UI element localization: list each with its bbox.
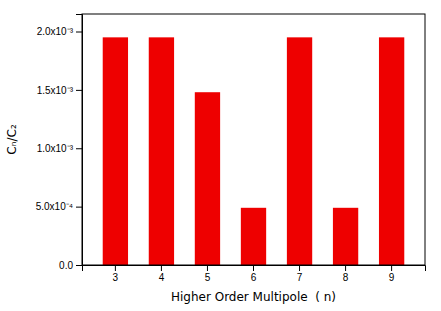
bar	[287, 37, 312, 265]
tick: 2.0x10⁻³	[37, 26, 82, 37]
tick-label: 4	[159, 272, 165, 283]
tick: 9	[389, 265, 395, 283]
tick-mark	[207, 265, 208, 271]
tick: 7	[297, 265, 303, 283]
tick-mark	[299, 265, 300, 271]
tick: 5.0x10⁻⁴	[36, 201, 82, 212]
tick: 1.0x10⁻³	[37, 143, 82, 154]
bar	[195, 92, 220, 265]
tick: 4	[159, 265, 165, 283]
tick-mark	[345, 265, 346, 271]
y-axis-title: Cₙ/C₂	[5, 124, 19, 155]
tick-mark	[391, 265, 392, 271]
x-axis-title: Higher Order Multipole ( n)	[171, 290, 336, 304]
tick-label: 5	[205, 272, 211, 283]
axis-line	[76, 15, 83, 266]
axis-line	[83, 266, 426, 272]
tick-label: 3	[113, 272, 119, 283]
tick-mark	[76, 207, 82, 208]
tick: 1.5x10⁻³	[37, 85, 82, 96]
tick: 3	[113, 265, 119, 283]
x-axis: 3 4 5 6 7 8 9	[83, 265, 426, 283]
tick-label: 7	[297, 272, 303, 283]
tick-mark	[161, 265, 162, 271]
tick-mark	[253, 265, 254, 271]
tick: 0.0	[59, 260, 82, 271]
tick: 6	[251, 265, 257, 283]
tick-label: 6	[251, 272, 257, 283]
tick: 8	[343, 265, 349, 283]
bar	[149, 37, 174, 265]
tick-mark	[76, 265, 82, 266]
tick-label: 9	[389, 272, 395, 283]
tick-mark	[76, 148, 82, 149]
bar	[379, 37, 404, 265]
bars	[103, 37, 405, 265]
tick-label: 1.0x10⁻³	[37, 143, 74, 154]
bar	[333, 208, 358, 265]
chart: 3 4 5 6 7 8 9 0.0 5.0x10⁻⁴ 1.0x10⁻³ 1.5x10⁻³ 2.0x10…	[0, 0, 441, 311]
y-axis: 0.0 5.0x10⁻⁴ 1.0x10⁻³ 1.5x10⁻³ 2.0x10⁻³	[36, 15, 83, 271]
bar	[241, 208, 266, 265]
plot-frame	[82, 14, 425, 265]
tick-label: 1.5x10⁻³	[37, 85, 74, 96]
tick-label: 0.0	[59, 260, 73, 271]
plot: 3 4 5 6 7 8 9 0.0 5.0x10⁻⁴ 1.0x10⁻³ 1.5x10⁻³ 2.0x10…	[36, 14, 426, 283]
tick-mark	[115, 265, 116, 271]
tick-label: 5.0x10⁻⁴	[36, 201, 73, 212]
tick-mark	[76, 32, 82, 33]
bar	[103, 37, 128, 265]
tick-label: 8	[343, 272, 349, 283]
tick: 5	[205, 265, 211, 283]
tick-label: 2.0x10⁻³	[37, 26, 74, 37]
tick-mark	[76, 90, 82, 91]
